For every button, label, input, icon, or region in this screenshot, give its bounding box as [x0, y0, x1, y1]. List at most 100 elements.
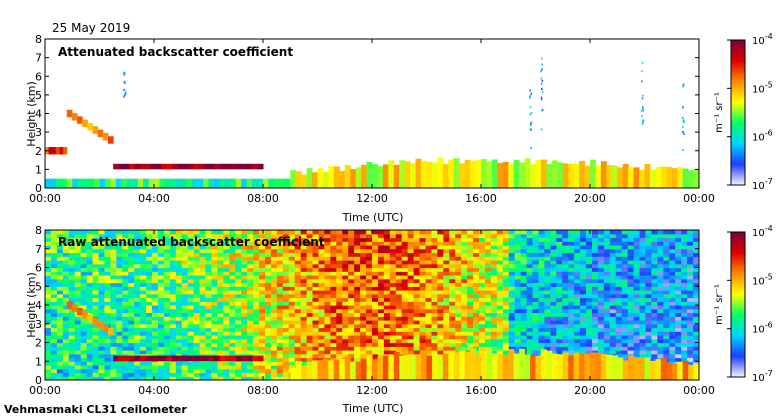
heatmap-cell: [211, 297, 219, 302]
heatmap-cell: [241, 237, 248, 242]
heatmap-cell: [181, 230, 189, 235]
heatmap-cell: [645, 327, 653, 332]
heatmap-cell: [401, 252, 409, 257]
heatmap-cell: [443, 316, 450, 321]
heatmap-cell: [633, 230, 641, 235]
heatmap-cell: [467, 297, 474, 302]
heatmap-cell: [68, 245, 76, 250]
heatmap-cell: [157, 256, 165, 261]
heatmap-cell: [615, 353, 623, 359]
heatmap-cell: [229, 301, 236, 306]
heatmap-cell: [169, 286, 177, 291]
heatmap-cell: [693, 293, 699, 299]
heatmap-cell: [288, 312, 296, 317]
heatmap-cell: [134, 237, 141, 242]
heatmap-cell: [163, 346, 171, 351]
heatmap-cell: [199, 365, 207, 370]
heatmap-cell: [181, 241, 189, 246]
heatmap-cell: [395, 230, 403, 235]
heatmap-cell: [110, 248, 117, 254]
layer-segment: [404, 161, 411, 188]
heatmap-cell: [520, 271, 528, 276]
heatmap-cell: [479, 263, 486, 269]
heatmap-cell: [74, 256, 82, 261]
heatmap-cell: [681, 320, 688, 325]
heatmap-cell: [693, 278, 699, 284]
heatmap-cell: [609, 342, 617, 347]
heatmap-cell: [586, 278, 593, 284]
heatmap-cell: [330, 245, 337, 250]
heatmap-cell: [467, 301, 474, 306]
heatmap-cell: [282, 346, 290, 351]
heatmap-cell: [235, 230, 242, 235]
heatmap-cell: [360, 230, 367, 235]
heatmap-cell: [110, 308, 117, 314]
heatmap-cell: [324, 286, 331, 291]
heatmap-cell: [140, 256, 147, 261]
heatmap-cell: [520, 305, 528, 310]
layer-segment: [579, 353, 586, 380]
heatmap-cell: [181, 312, 189, 317]
heatmap-cell: [211, 256, 219, 261]
heatmap-cell: [580, 316, 587, 321]
heatmap-cell: [360, 237, 367, 242]
heatmap-cell: [455, 293, 462, 299]
heatmap-cell: [92, 305, 100, 310]
heatmap-cell: [366, 320, 373, 325]
heatmap-cell: [62, 245, 70, 250]
heatmap-cell: [241, 338, 248, 344]
heatmap-cell: [336, 233, 343, 239]
heatmap-cell: [157, 241, 165, 246]
layer-segment: [333, 360, 340, 380]
heatmap-cell: [241, 282, 248, 287]
heatmap-cell: [241, 275, 248, 280]
heatmap-cell: [169, 278, 177, 284]
heatmap-cell: [586, 342, 593, 347]
layer-segment: [317, 360, 324, 380]
layer-segment: [426, 355, 433, 380]
layer-segment: [214, 355, 221, 362]
heatmap-cell: [508, 297, 516, 302]
heatmap-cell: [45, 365, 52, 370]
heatmap-cell: [217, 286, 224, 291]
heatmap-cell: [603, 237, 611, 242]
heatmap-cell: [50, 338, 58, 344]
heatmap-cell: [342, 301, 349, 306]
heatmap-cell: [306, 331, 314, 336]
heatmap-cell: [98, 335, 106, 340]
heatmap-cell: [407, 271, 415, 276]
heatmap-cell: [532, 241, 540, 246]
heatmap-cell: [288, 267, 296, 272]
heatmap-cell: [621, 260, 629, 265]
layer-segment: [606, 354, 613, 380]
heatmap-cell: [532, 312, 540, 317]
heatmap-cell: [514, 350, 522, 355]
heatmap-cell: [282, 335, 290, 340]
heatmap-cell: [484, 248, 492, 254]
heatmap-cell: [449, 320, 456, 325]
heatmap-cell: [116, 342, 123, 347]
heatmap-cell: [419, 245, 427, 250]
heatmap-cell: [276, 372, 284, 377]
heatmap-cell: [354, 320, 361, 325]
heatmap-cell: [300, 290, 308, 295]
heatmap-cell: [157, 368, 165, 374]
heatmap-cell: [597, 230, 605, 235]
heatmap-cell: [253, 335, 260, 340]
heatmap-cell: [657, 286, 664, 291]
layer-segment: [134, 163, 141, 170]
heatmap-cell: [336, 335, 343, 340]
heatmap-cell: [187, 230, 195, 235]
heatmap-cell: [223, 338, 230, 344]
heatmap-cell: [330, 278, 337, 284]
heatmap-cell: [609, 335, 617, 340]
heatmap-cell: [586, 290, 593, 295]
heatmap-cell: [68, 320, 76, 325]
heatmap-cell: [401, 327, 409, 332]
heatmap-cell: [187, 252, 195, 257]
heatmap-cell: [80, 365, 88, 370]
heatmap-cell: [80, 338, 88, 344]
heatmap-cell: [437, 301, 444, 306]
heatmap-cell: [520, 290, 528, 295]
heatmap-cell: [520, 286, 528, 291]
